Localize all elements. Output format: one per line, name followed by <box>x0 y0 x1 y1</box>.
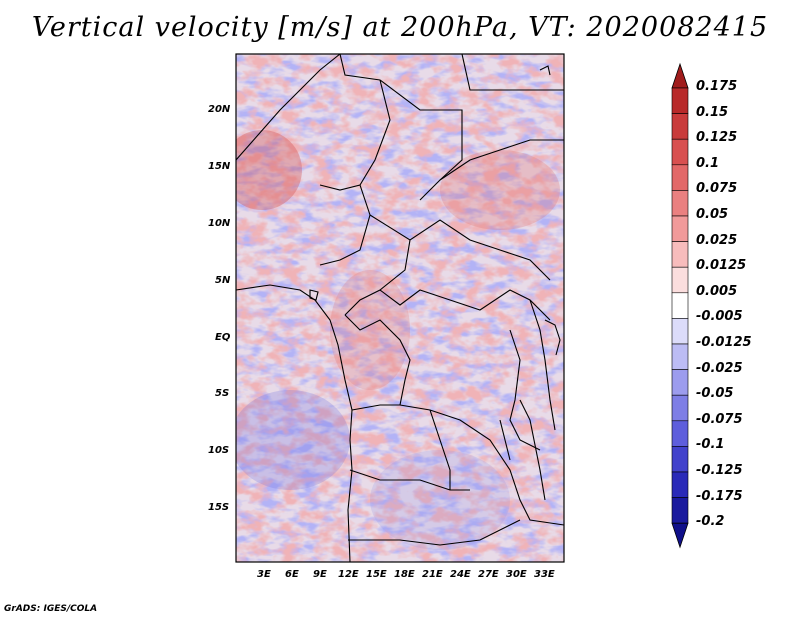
lon-label-21e: 21E <box>422 569 443 580</box>
lat-label-15s: 15S <box>208 502 230 513</box>
colorbar-label: -0.2 <box>696 514 725 530</box>
colorbar-band <box>671 241 689 268</box>
colorbar-label: -0.025 <box>696 360 743 376</box>
colorbar-label: 0.005 <box>696 283 738 299</box>
colorbar-label: -0.005 <box>696 309 743 325</box>
lat-label-5s: 5S <box>215 388 230 399</box>
colorbar-label: -0.05 <box>696 386 734 402</box>
colorbar-band <box>671 164 689 191</box>
colorbar-label: -0.1 <box>696 437 725 453</box>
velocity-field <box>236 54 564 562</box>
map-frame <box>235 53 565 563</box>
colorbar-label: 0.0125 <box>696 258 747 274</box>
lon-label-12e: 12E <box>338 569 359 580</box>
colorbar-band <box>671 318 689 345</box>
colorbar-band <box>671 420 689 447</box>
colorbar-label: 0.075 <box>696 181 738 197</box>
colorbar-cap-top <box>671 62 689 89</box>
lon-label-27e: 27E <box>478 569 499 580</box>
colorbar-band <box>671 343 689 370</box>
colorbar-band <box>671 190 689 217</box>
lon-label-30e: 30E <box>506 569 527 580</box>
colorbar-label: 0.05 <box>696 207 729 222</box>
colorbar-label: -0.0125 <box>696 335 752 350</box>
colorbar-cap-bottom <box>671 522 689 549</box>
lat-label-20n: 20N <box>208 104 231 115</box>
colorbar-band <box>671 215 689 242</box>
colorbar-band <box>671 292 689 319</box>
colorbar-label: 0.15 <box>696 104 729 120</box>
lon-label-24e: 24E <box>450 569 471 580</box>
colorbar-band <box>671 446 689 473</box>
lon-label-3e: 3E <box>257 569 271 580</box>
colorbar <box>671 62 689 549</box>
grads-credit: GrADS: IGES/COLA <box>4 604 98 614</box>
colorbar-label: -0.175 <box>696 488 743 504</box>
colorbar-band <box>671 369 689 396</box>
lon-label-15e: 15E <box>366 569 387 580</box>
lon-label-33e: 33E <box>534 569 555 580</box>
colorbar-band <box>671 138 689 166</box>
colorbar-band <box>671 113 689 140</box>
lat-label-eq: EQ <box>215 332 231 343</box>
colorbar-label: 0.025 <box>696 232 738 248</box>
colorbar-label: 0.175 <box>696 79 738 94</box>
colorbar-band <box>671 87 689 114</box>
chart-title: Vertical velocity [m/s] at 200hPa, VT: 2… <box>31 12 769 43</box>
lat-label-10n: 10N <box>208 218 231 229</box>
colorbar-label: -0.075 <box>696 411 743 427</box>
lat-label-5n: 5N <box>215 275 231 286</box>
colorbar-band <box>671 266 689 294</box>
colorbar-band <box>671 471 689 498</box>
colorbar-band <box>671 497 689 524</box>
lon-label-9e: 9E <box>313 569 327 580</box>
lon-label-6e: 6E <box>285 569 299 580</box>
colorbar-label: -0.125 <box>696 463 743 478</box>
lat-label-15n: 15N <box>208 161 231 172</box>
lon-label-18e: 18E <box>394 569 415 580</box>
colorbar-band <box>671 394 689 422</box>
lat-label-10s: 10S <box>208 445 230 456</box>
colorbar-label: 0.125 <box>696 130 738 146</box>
colorbar-label: 0.1 <box>696 155 720 171</box>
country-borders <box>236 54 564 562</box>
